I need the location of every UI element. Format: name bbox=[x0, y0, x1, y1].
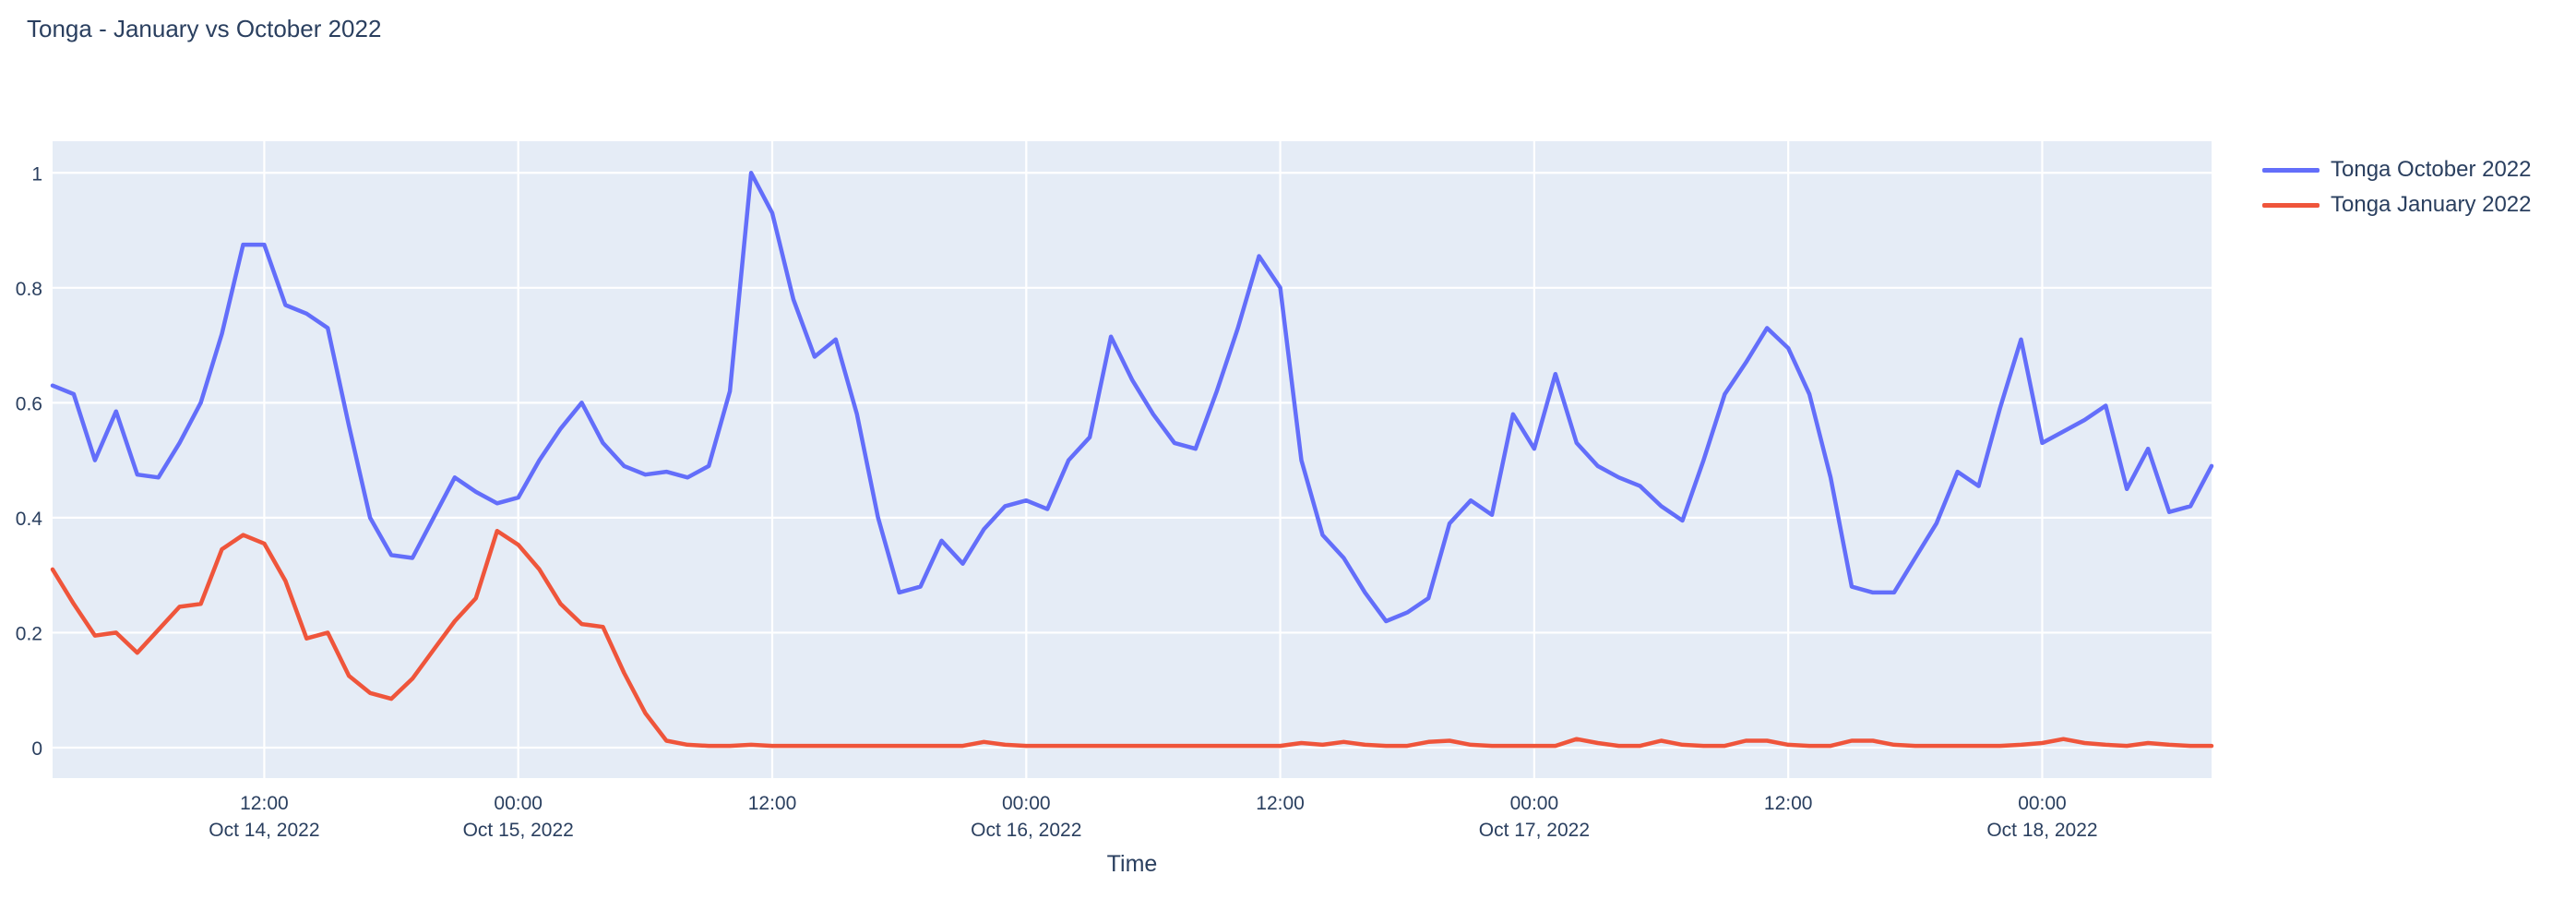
chart-title: Tonga - January vs October 2022 bbox=[27, 15, 382, 42]
x-tick-time-label: 12:00 bbox=[748, 793, 797, 814]
legend-line-swatch-january bbox=[2262, 202, 2320, 208]
x-tick-time-label: 00:00 bbox=[1510, 793, 1559, 814]
y-tick-label: 0.4 bbox=[16, 509, 43, 530]
legend-line-swatch-october bbox=[2262, 167, 2320, 173]
y-tick-label: 0.8 bbox=[16, 279, 42, 300]
legend-item-label-october: Tonga October 2022 bbox=[2331, 157, 2532, 182]
x-tick-time-label: 00:00 bbox=[1002, 793, 1051, 814]
x-tick-date-label: Oct 18, 2022 bbox=[1986, 820, 2097, 841]
x-axis-title: Time bbox=[1107, 851, 1158, 877]
y-tick-label: 1 bbox=[31, 163, 42, 185]
y-axis-labels: 0 0.2 0.4 0.6 0.8 1 bbox=[16, 163, 43, 760]
x-tick-date-label: Oct 17, 2022 bbox=[1479, 820, 1590, 841]
y-tick-label: 0.6 bbox=[16, 393, 42, 414]
gridlines-layer bbox=[53, 141, 2212, 778]
plot-background-layer bbox=[53, 141, 2212, 778]
x-tick-time-label: 00:00 bbox=[2018, 793, 2067, 814]
legend-item-label-january: Tonga January 2022 bbox=[2331, 192, 2532, 217]
plot-background bbox=[53, 141, 2212, 778]
legend-item-tonga-october-2022[interactable]: Tonga October 2022 bbox=[2262, 152, 2532, 187]
x-tick-date-label: Oct 16, 2022 bbox=[971, 820, 1081, 841]
x-tick-time-label: 12:00 bbox=[1256, 793, 1305, 814]
y-tick-label: 0 bbox=[31, 738, 42, 760]
x-tick-time-label: 12:00 bbox=[1764, 793, 1813, 814]
x-tick-time-label: 12:00 bbox=[240, 793, 289, 814]
x-tick-time-label: 00:00 bbox=[494, 793, 543, 814]
x-tick-date-label: Oct 14, 2022 bbox=[209, 820, 319, 841]
series-line-tonga-january-2022[interactable] bbox=[50, 528, 2214, 749]
series-lines-layer bbox=[50, 171, 2214, 749]
legend-item-tonga-january-2022[interactable]: Tonga January 2022 bbox=[2262, 187, 2532, 222]
y-tick-label: 0.2 bbox=[16, 623, 42, 644]
x-axis-labels: 12:00 Oct 14, 2022 00:00 Oct 15, 2022 12:00 0… bbox=[209, 793, 2097, 841]
legend: Tonga October 2022 Tonga January 2022 bbox=[2262, 152, 2532, 222]
series-line-tonga-october-2022[interactable] bbox=[50, 171, 2214, 624]
x-tick-date-label: Oct 15, 2022 bbox=[463, 820, 574, 841]
